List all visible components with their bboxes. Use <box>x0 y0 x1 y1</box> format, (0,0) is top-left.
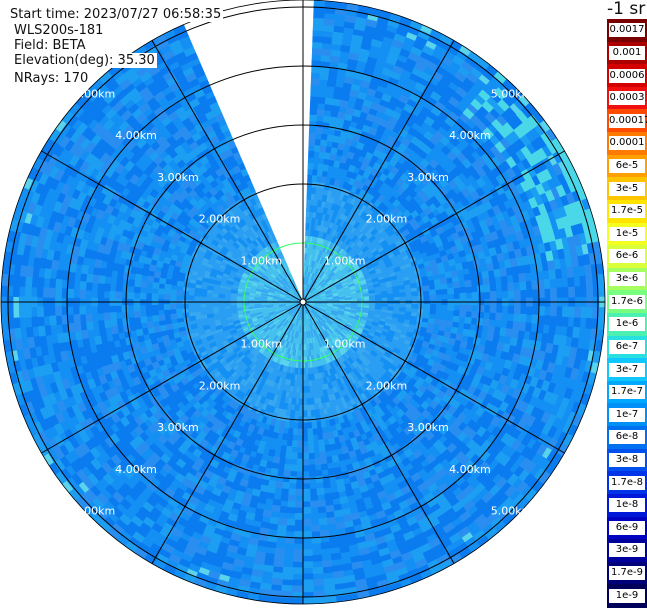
colorbar-unit-label: -1 sr <box>607 0 646 19</box>
colorbar-tick-label: 6e-9 <box>609 520 645 535</box>
colorbar-tick-label: 6e-7 <box>609 339 645 354</box>
colorbar-swatch: 0.0017 <box>607 19 647 43</box>
colorbar-tick-label: 6e-8 <box>609 430 645 445</box>
colorbar: 0.0017 0.001 0.0006 0.0003 0.00017 0.0001 6e-5… <box>607 19 647 608</box>
colorbar-tick-label: 0.0006 <box>609 68 645 83</box>
range-ring-label: 2.00km <box>366 213 408 226</box>
range-ring-label: 1.00km <box>324 338 366 351</box>
colorbar-swatch: 0.001 <box>607 41 647 65</box>
colorbar-tick-label: 1.7e-9 <box>609 566 645 581</box>
colorbar-tick-label: 3e-8 <box>609 452 645 467</box>
plot-center-marker <box>299 298 307 306</box>
colorbar-tick-label: 3e-6 <box>609 272 645 287</box>
azimuth-spoke <box>151 40 304 303</box>
colorbar-swatch: 6e-5 <box>607 154 647 178</box>
colorbar-tick-label: 3e-7 <box>609 362 645 377</box>
nrays-text: NRays: 170 <box>12 71 91 86</box>
range-ring-label: 2.00km <box>199 379 241 392</box>
colorbar-tick-label: 0.0017 <box>609 23 645 38</box>
colorbar-tick-label: 1.7e-7 <box>609 385 645 400</box>
colorbar-swatch: 1e-6 <box>607 313 647 337</box>
colorbar-swatch: 0.0006 <box>607 64 647 88</box>
colorbar-tick-label: 3e-5 <box>609 181 645 196</box>
range-ring-label: 3.00km <box>407 421 449 434</box>
azimuth-spoke <box>302 301 565 454</box>
device-text: WLS200s-181 <box>12 23 106 38</box>
colorbar-tick-label: 1.7e-5 <box>609 204 645 219</box>
colorbar-tick-label: 1e-6 <box>609 317 645 332</box>
colorbar-tick-label: 1e-5 <box>609 226 645 241</box>
azimuth-spoke <box>151 301 304 564</box>
azimuth-spoke <box>302 301 455 564</box>
range-ring-label: 3.00km <box>407 171 449 184</box>
colorbar-tick-label: 0.001 <box>609 45 645 60</box>
elevation-text: Elevation(deg): 35.30 <box>12 53 157 68</box>
colorbar-swatch: 1e-8 <box>607 493 647 518</box>
range-ring-label: 2.00km <box>199 213 241 226</box>
colorbar-tick-label: 6e-5 <box>609 158 645 173</box>
colorbar-swatch: 1.7e-6 <box>607 290 647 314</box>
backscatter-cells <box>0 0 606 605</box>
range-ring-label: 5.00km <box>491 505 533 518</box>
range-ring-label: 5.00km <box>74 505 116 518</box>
colorbar-swatch: 3e-5 <box>607 177 647 201</box>
range-ring-labels: 1.00km 1.00km 1.00km 1.00km 2.00km 2.00km 2.00… <box>74 87 533 517</box>
colorbar-swatch: 3e-6 <box>607 267 647 291</box>
range-ring-label: 1.00km <box>241 338 283 351</box>
range-ring-label: 4.00km <box>449 129 491 142</box>
colorbar-tick-label: 0.0003 <box>609 91 645 106</box>
colorbar-swatch: 6e-9 <box>607 516 647 540</box>
start-time-text: Start time: 2023/07/27 06:58:35 <box>8 7 224 22</box>
polar-ppi-plot: 1.00km 1.00km 1.00km 1.00km 2.00km 2.00km 2.00… <box>0 0 606 605</box>
colorbar-swatch: 3e-8 <box>607 448 647 472</box>
azimuth-spoke <box>302 150 565 303</box>
colorbar-swatch: 1.7e-8 <box>607 471 647 495</box>
field-text: Field: BETA <box>12 38 88 53</box>
backscatter-cell-group <box>1 2 603 600</box>
range-ring-label: 3.00km <box>157 171 199 184</box>
colorbar-tick-label: 6e-6 <box>609 249 645 264</box>
colorbar-swatch: 1e-7 <box>607 403 647 427</box>
azimuth-spoke <box>41 301 304 454</box>
range-ring-label: 5.00km <box>491 87 533 100</box>
colorbar-tick-label: 1.7e-6 <box>609 294 645 309</box>
colorbar-swatch: 1.7e-9 <box>607 561 647 585</box>
colorbar-tick-label: 1e-8 <box>609 498 645 513</box>
colorbar-tick-label: 0.00017 <box>609 113 647 128</box>
colorbar-tick-label: 3e-9 <box>609 543 645 558</box>
range-ring-label: 2.00km <box>366 379 408 392</box>
range-ring-label: 1.00km <box>241 254 283 267</box>
colorbar-swatch: 1e-9 <box>607 584 647 608</box>
colorbar-swatch: 0.0003 <box>607 86 647 111</box>
backscatter-cell-group <box>462 71 600 262</box>
range-ring-label: 4.00km <box>115 129 157 142</box>
azimuth-spoke <box>41 150 304 303</box>
colorbar-swatch: 6e-8 <box>607 426 647 450</box>
colorbar-tick-label: 1e-9 <box>609 588 645 603</box>
colorbar-swatch: 3e-9 <box>607 539 647 563</box>
colorbar-swatch: 0.0001 <box>607 132 647 156</box>
range-ring-label: 1.00km <box>324 254 366 267</box>
range-ring-label: 4.00km <box>115 463 157 476</box>
colorbar-tick-label: 1.7e-8 <box>609 475 645 490</box>
colorbar-swatch: 1.7e-5 <box>607 199 647 224</box>
colorbar-swatch: 6e-7 <box>607 335 647 359</box>
range-ring-label: 3.00km <box>157 421 199 434</box>
range-ring-label: 5.00km <box>74 87 116 100</box>
azimuth-spoke <box>302 40 455 303</box>
colorbar-swatch: 1.7e-7 <box>607 380 647 405</box>
colorbar-swatch: 0.00017 <box>607 109 647 133</box>
colorbar-tick-label: 1e-7 <box>609 407 645 422</box>
colorbar-swatch: 6e-6 <box>607 245 647 269</box>
colorbar-tick-label: 0.0001 <box>609 136 645 151</box>
colorbar-swatch: 1e-5 <box>607 222 647 246</box>
range-ring-label: 4.00km <box>449 463 491 476</box>
colorbar-swatch: 3e-7 <box>607 358 647 382</box>
azimuth-spokes <box>1 0 605 604</box>
